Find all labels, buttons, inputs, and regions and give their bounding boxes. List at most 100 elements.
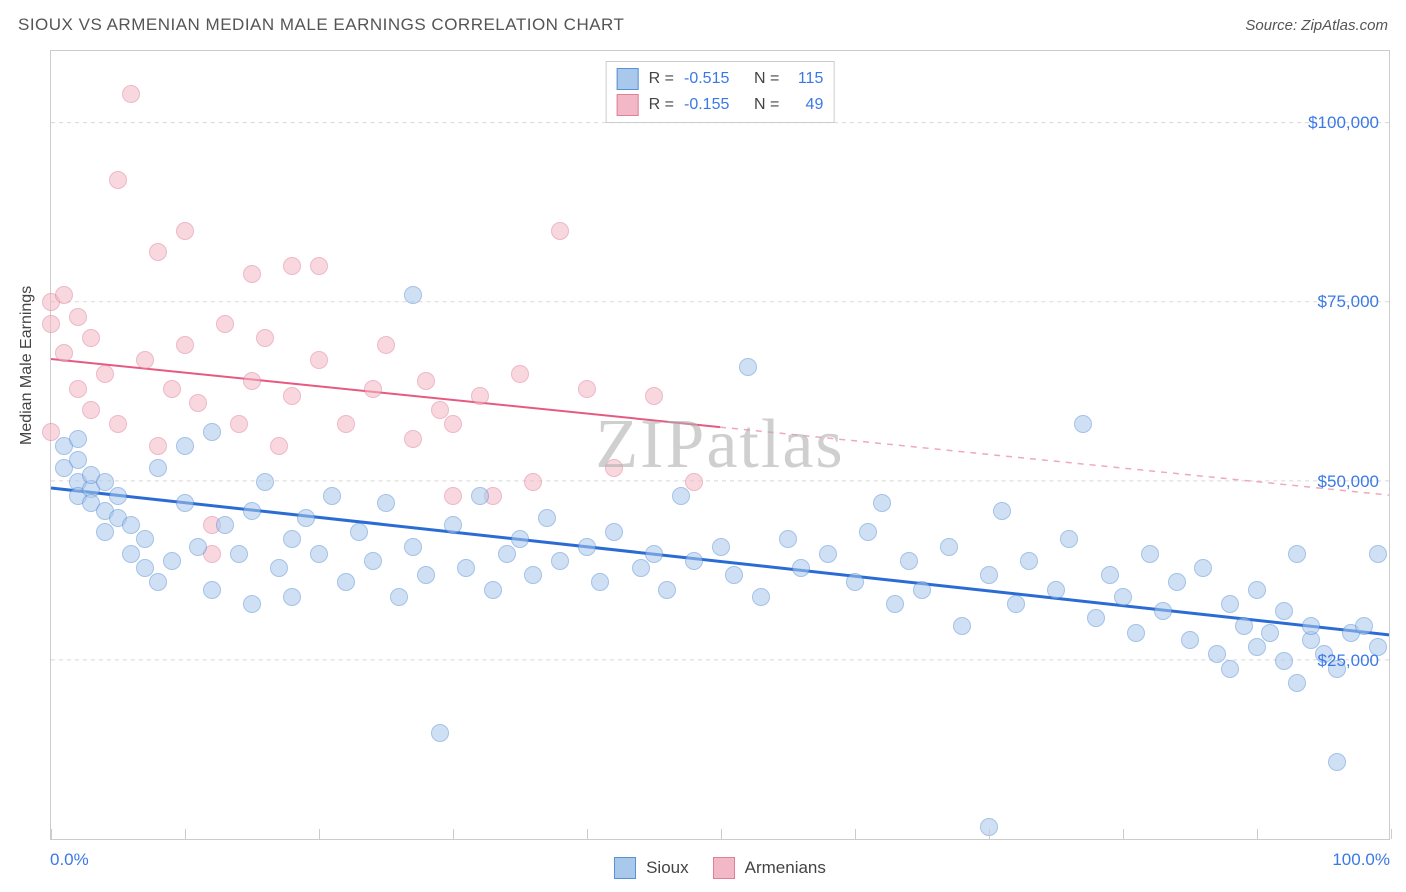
sioux-point	[685, 552, 703, 570]
legend-swatch	[617, 68, 639, 90]
sioux-point	[1101, 566, 1119, 584]
sioux-point	[632, 559, 650, 577]
sioux-point	[779, 530, 797, 548]
sioux-point	[256, 473, 274, 491]
armenians-point	[243, 265, 261, 283]
y-tick-label: $50,000	[1318, 472, 1379, 492]
armenians-point	[337, 415, 355, 433]
sioux-point	[216, 516, 234, 534]
armenians-point	[82, 401, 100, 419]
sioux-point	[1020, 552, 1038, 570]
sioux-point	[283, 530, 301, 548]
sioux-point	[1074, 415, 1092, 433]
armenians-point	[109, 415, 127, 433]
sioux-point	[819, 545, 837, 563]
correlation-legend-row: R =-0.515N =115	[617, 66, 824, 92]
sioux-point	[498, 545, 516, 563]
sioux-point	[431, 724, 449, 742]
legend-swatch	[617, 94, 639, 116]
sioux-point	[377, 494, 395, 512]
sioux-point	[1127, 624, 1145, 642]
sioux-point	[283, 588, 301, 606]
sioux-point	[364, 552, 382, 570]
sioux-point	[69, 430, 87, 448]
armenians-point	[42, 423, 60, 441]
sioux-point	[1288, 545, 1306, 563]
sioux-point	[792, 559, 810, 577]
x-axis-max-label: 100.0%	[1332, 850, 1390, 870]
sioux-point	[846, 573, 864, 591]
chart-header: SIOUX VS ARMENIAN MEDIAN MALE EARNINGS C…	[0, 0, 1406, 42]
armenians-point	[377, 336, 395, 354]
x-tick	[185, 829, 186, 839]
armenians-point	[69, 380, 87, 398]
sioux-point	[658, 581, 676, 599]
sioux-point	[484, 581, 502, 599]
x-tick	[51, 829, 52, 839]
sioux-point	[953, 617, 971, 635]
y-tick-label: $100,000	[1308, 113, 1379, 133]
armenians-point	[176, 336, 194, 354]
sioux-point	[176, 437, 194, 455]
armenians-point	[256, 329, 274, 347]
sioux-point	[1060, 530, 1078, 548]
x-tick	[1391, 829, 1392, 839]
sioux-point	[1154, 602, 1172, 620]
sioux-point	[1087, 609, 1105, 627]
chart-title: SIOUX VS ARMENIAN MEDIAN MALE EARNINGS C…	[18, 15, 624, 35]
legend-swatch	[614, 857, 636, 879]
sioux-point	[230, 545, 248, 563]
armenians-point	[55, 344, 73, 362]
sioux-point	[591, 573, 609, 591]
legend-swatch	[713, 857, 735, 879]
armenians-point	[511, 365, 529, 383]
x-tick	[453, 829, 454, 839]
sioux-point	[1248, 638, 1266, 656]
sioux-point	[96, 473, 114, 491]
armenians-point	[310, 257, 328, 275]
sioux-point	[297, 509, 315, 527]
sioux-point	[163, 552, 181, 570]
armenians-point	[109, 171, 127, 189]
sioux-point	[176, 494, 194, 512]
sioux-point	[390, 588, 408, 606]
sioux-point	[122, 545, 140, 563]
armenians-point	[216, 315, 234, 333]
sioux-point	[243, 595, 261, 613]
sioux-point	[725, 566, 743, 584]
armenians-point	[578, 380, 596, 398]
legend-label: Armenians	[745, 858, 826, 878]
sioux-point	[1302, 617, 1320, 635]
sioux-point	[672, 487, 690, 505]
armenians-point	[685, 473, 703, 491]
armenians-point	[163, 380, 181, 398]
x-tick	[721, 829, 722, 839]
sioux-point	[1235, 617, 1253, 635]
sioux-point	[69, 451, 87, 469]
sioux-point	[1275, 602, 1293, 620]
armenians-point	[243, 372, 261, 390]
armenians-point	[417, 372, 435, 390]
sioux-point	[109, 487, 127, 505]
legend-item-sioux: Sioux	[614, 857, 689, 879]
sioux-point	[136, 559, 154, 577]
sioux-point	[1141, 545, 1159, 563]
sioux-point	[404, 538, 422, 556]
sioux-point	[122, 516, 140, 534]
armenians-point	[230, 415, 248, 433]
armenians-point	[42, 315, 60, 333]
armenians-point	[122, 85, 140, 103]
armenians-point	[96, 365, 114, 383]
sioux-point	[605, 523, 623, 541]
armenians-point	[176, 222, 194, 240]
sioux-point	[538, 509, 556, 527]
armenians-point	[645, 387, 663, 405]
sioux-point	[149, 459, 167, 477]
armenians-point	[524, 473, 542, 491]
sioux-point	[471, 487, 489, 505]
armenians-point	[431, 401, 449, 419]
sioux-point	[859, 523, 877, 541]
armenians-point	[69, 308, 87, 326]
sioux-point	[203, 581, 221, 599]
sioux-point	[739, 358, 757, 376]
